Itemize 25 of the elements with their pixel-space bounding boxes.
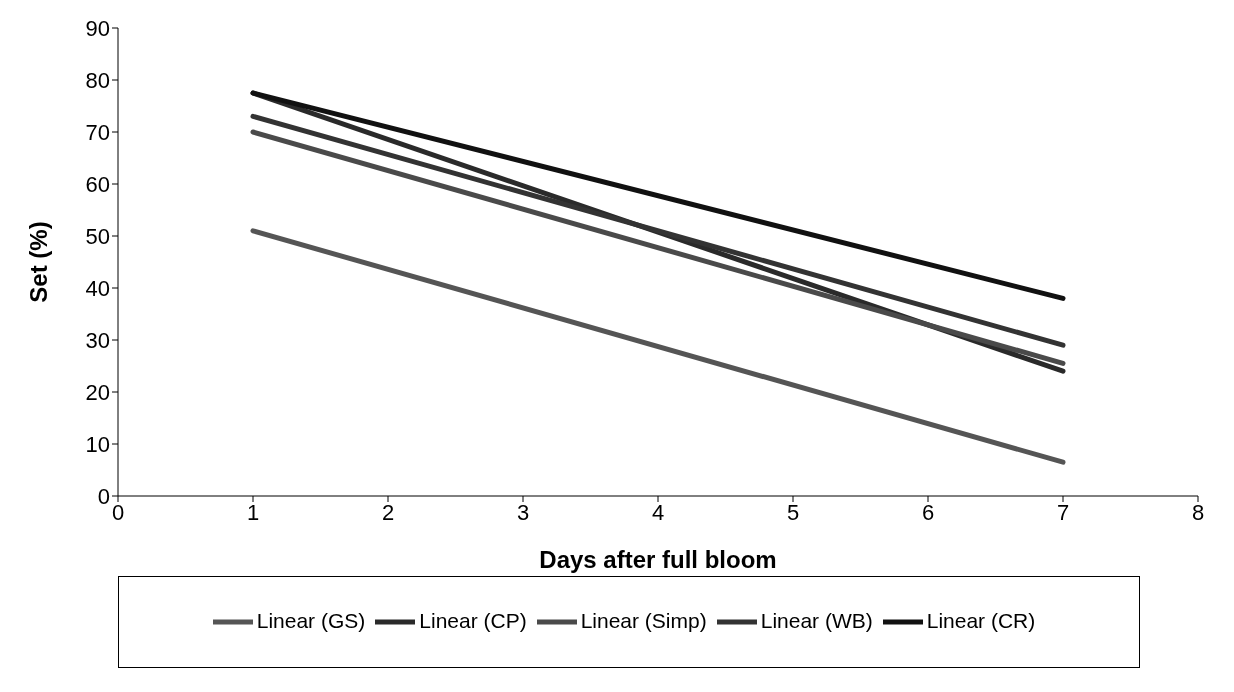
x-tick-label: 6: [921, 499, 935, 525]
x-tick-label: 7: [1056, 499, 1070, 525]
x-tick-label: 3: [516, 499, 530, 525]
y-tick-label: 90: [85, 15, 110, 41]
y-tick-label: 50: [85, 223, 110, 249]
legend-label: Linear (Simp): [580, 608, 707, 632]
legend-label: Linear (CP): [419, 608, 527, 632]
y-axis-title: Set (%): [24, 221, 52, 303]
y-tick-label: 70: [85, 119, 110, 145]
y-tick-label: 10: [85, 431, 110, 457]
legend-label: Linear (CR): [926, 608, 1036, 632]
y-tick-label: 40: [85, 275, 110, 301]
x-tick-label: 5: [786, 499, 800, 525]
y-tick-label: 80: [85, 67, 110, 93]
x-tick-label: 1: [246, 499, 260, 525]
y-tick-label: 60: [85, 171, 110, 197]
legend-label: Linear (WB): [760, 608, 873, 632]
x-tick-label: 8: [1191, 499, 1205, 525]
y-tick-label: 20: [85, 379, 110, 405]
x-tick-label: 2: [381, 499, 395, 525]
legend-label: Linear (GS): [256, 608, 366, 632]
x-axis-title: Days after full bloom: [539, 546, 777, 573]
y-tick-label: 0: [97, 483, 110, 509]
y-tick-label: 30: [85, 327, 110, 353]
x-tick-label: 4: [651, 499, 665, 525]
